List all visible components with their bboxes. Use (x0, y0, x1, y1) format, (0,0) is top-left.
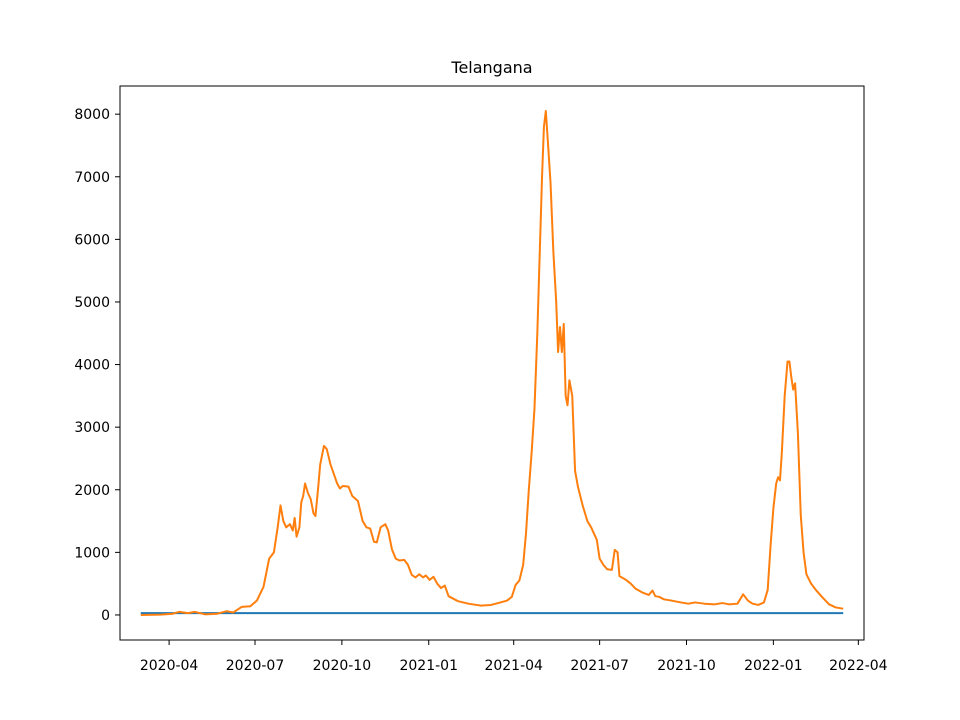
y-tick-label: 1000 (74, 545, 110, 561)
x-tick-label: 2021-07 (570, 658, 629, 674)
x-tick-label: 2022-01 (744, 658, 803, 674)
x-tick-label: 2020-04 (140, 658, 199, 674)
y-tick-label: 0 (101, 608, 110, 624)
x-tick-label: 2020-10 (313, 658, 372, 674)
y-tick-label: 6000 (74, 232, 110, 248)
x-tick-label: 2021-10 (657, 658, 716, 674)
x-axis: 2020-04 2020-07 2020-10 2021-01 2021-04 2021-… (140, 640, 888, 674)
y-tick-label: 3000 (74, 420, 110, 436)
y-tick-label: 4000 (74, 358, 110, 374)
x-tick-label: 2021-01 (399, 658, 458, 674)
chart-title: Telangana (450, 58, 532, 77)
x-tick-label: 2021-04 (484, 658, 543, 674)
x-tick-label: 2022-04 (829, 658, 888, 674)
plot-frame (119, 85, 865, 641)
series-layer (140, 110, 844, 616)
y-tick-label: 5000 (74, 295, 110, 311)
series-line-2 (140, 110, 844, 616)
y-tick-label: 2000 (74, 483, 110, 499)
x-tick-label: 2020-07 (226, 658, 285, 674)
y-tick-label: 8000 (74, 107, 110, 123)
y-axis: 0 1000 2000 3000 4000 5000 6000 7000 8000 (74, 107, 120, 624)
y-tick-label: 7000 (74, 170, 110, 186)
